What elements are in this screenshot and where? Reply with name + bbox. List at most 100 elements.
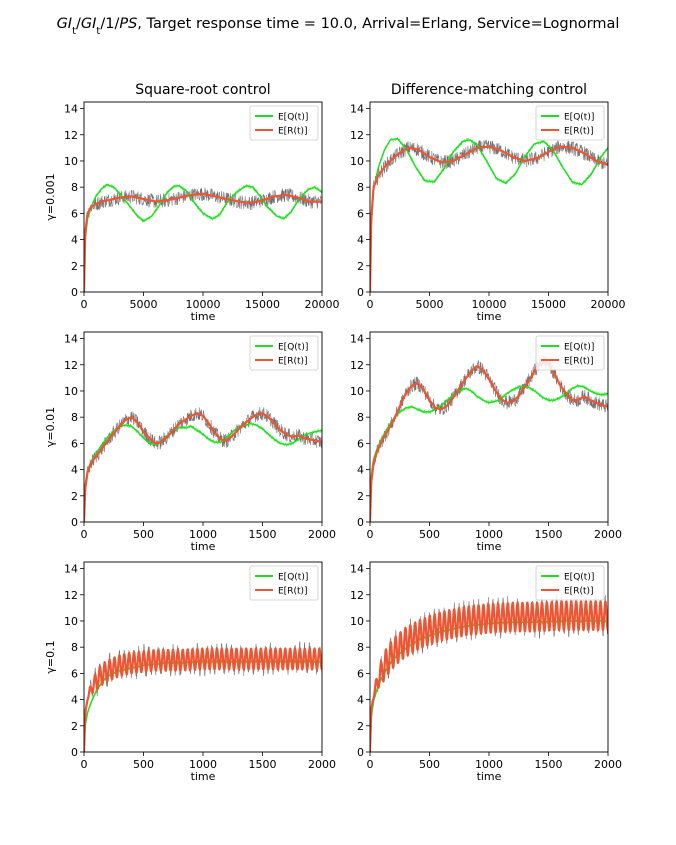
y-tick-label: 8 [71, 411, 78, 424]
series-line-r [370, 600, 608, 752]
x-tick-label: 1000 [475, 758, 503, 771]
legend: E[Q(t)] E[R(t)] [535, 105, 605, 141]
panel-r0c0: 0 2 4 6 8 10 12 14 0 5000 10000 15000 20000 time γ=0.0… [44, 101, 340, 323]
y-tick-label: 2 [357, 720, 364, 733]
x-tick-label: 15000 [245, 298, 280, 311]
legend: E[Q(t)] E[R(t)] [249, 565, 319, 601]
y-tick-label: 0 [71, 516, 78, 529]
figure-title: GIt/GIt/1/PS, Target response time = 10.… [57, 16, 620, 37]
y-tick-label: 10 [350, 615, 364, 628]
plot-area [370, 355, 608, 522]
y-tick-label: 4 [71, 234, 78, 247]
y-tick-label: 2 [357, 490, 364, 503]
x-tick-label: 1500 [535, 528, 563, 541]
y-tick-label: 0 [71, 286, 78, 299]
legend-box [535, 105, 605, 141]
y-tick-label: 10 [64, 385, 78, 398]
plot-area [84, 407, 322, 522]
y-tick-label: 6 [71, 207, 78, 220]
legend-label-q: E[Q(t)] [564, 573, 594, 583]
y-tick-label: 14 [64, 333, 78, 346]
series-line-r [84, 412, 322, 522]
series-line-q [370, 137, 608, 292]
x-axis-label: time [191, 540, 216, 553]
x-axis-label: time [477, 540, 502, 553]
series-line-r [84, 647, 322, 752]
legend-label-q: E[Q(t)] [564, 113, 594, 123]
x-tick-label: 10000 [186, 298, 221, 311]
legend: E[Q(t)] E[R(t)] [249, 105, 319, 141]
series-line-q [84, 183, 322, 292]
legend-label-r: E[R(t)] [278, 357, 308, 367]
y-tick-label: 2 [71, 260, 78, 273]
y-tick-label: 2 [357, 260, 364, 273]
y-tick-label: 4 [71, 464, 78, 477]
y-tick-label: 10 [350, 155, 364, 168]
y-tick-label: 14 [64, 563, 78, 576]
legend-label-q: E[Q(t)] [278, 113, 308, 123]
y-tick-label: 4 [71, 694, 78, 707]
panel-r1c0: 0 2 4 6 8 10 12 14 0 500 1000 1500 2000 time γ=0.01 E[Q… [44, 331, 336, 553]
x-tick-label: 1500 [249, 528, 277, 541]
y-tick-label: 6 [71, 667, 78, 680]
y-tick-label: 12 [350, 359, 364, 372]
legend-label-r: E[R(t)] [564, 357, 594, 367]
x-tick-label: 0 [81, 758, 88, 771]
x-tick-label: 1000 [475, 528, 503, 541]
q-confidence-band [370, 383, 608, 522]
y-tick-label: 8 [357, 641, 364, 654]
x-tick-label: 1500 [535, 758, 563, 771]
r-confidence-band [370, 139, 608, 292]
legend-label-r: E[R(t)] [564, 127, 594, 137]
y-tick-label: 2 [71, 720, 78, 733]
x-tick-label: 2000 [594, 528, 622, 541]
legend-box [249, 335, 319, 371]
legend-label-r: E[R(t)] [278, 587, 308, 597]
legend: E[Q(t)] E[R(t)] [535, 565, 605, 601]
x-tick-label: 1500 [249, 758, 277, 771]
series-line-r [370, 145, 608, 292]
x-axis-label: time [477, 770, 502, 783]
x-tick-label: 500 [419, 758, 440, 771]
x-tick-label: 0 [81, 528, 88, 541]
x-tick-label: 20000 [305, 298, 340, 311]
y-tick-label: 10 [64, 155, 78, 168]
legend-label-r: E[R(t)] [278, 127, 308, 137]
y-tick-label: 12 [64, 129, 78, 142]
x-tick-label: 20000 [591, 298, 626, 311]
y-tick-label: 8 [357, 181, 364, 194]
plot-area [370, 136, 608, 292]
y-tick-label: 14 [350, 333, 364, 346]
panel-r0c1: 0 2 4 6 8 10 12 14 0 5000 10000 15000 20000 time E[Q(t… [350, 101, 626, 323]
y-tick-label: 4 [357, 234, 364, 247]
y-tick-label: 10 [350, 385, 364, 398]
plot-area [84, 641, 322, 752]
series-line-q [84, 660, 322, 752]
y-tick-label: 4 [357, 694, 364, 707]
legend-box [249, 565, 319, 601]
x-tick-label: 0 [81, 298, 88, 311]
plot-area [84, 182, 322, 292]
series-line-r [84, 192, 322, 292]
legend-label-q: E[Q(t)] [278, 343, 308, 353]
y-tick-label: 6 [71, 437, 78, 450]
column-title-difference-matching: Difference-matching control [391, 82, 587, 98]
x-tick-label: 2000 [308, 758, 336, 771]
legend-label-q: E[Q(t)] [564, 343, 594, 353]
legend-box [535, 565, 605, 601]
plot-area [370, 594, 608, 752]
y-tick-label: 0 [71, 746, 78, 759]
y-tick-label: 6 [357, 667, 364, 680]
x-tick-label: 15000 [531, 298, 566, 311]
x-tick-label: 1000 [189, 528, 217, 541]
x-tick-label: 500 [133, 758, 154, 771]
y-tick-label: 12 [64, 589, 78, 602]
r-confidence-band [84, 187, 322, 292]
x-tick-label: 2000 [594, 758, 622, 771]
y-tick-label: 10 [64, 615, 78, 628]
y-tick-label: 6 [357, 207, 364, 220]
q-confidence-band [370, 136, 608, 291]
x-axis-label: time [191, 770, 216, 783]
